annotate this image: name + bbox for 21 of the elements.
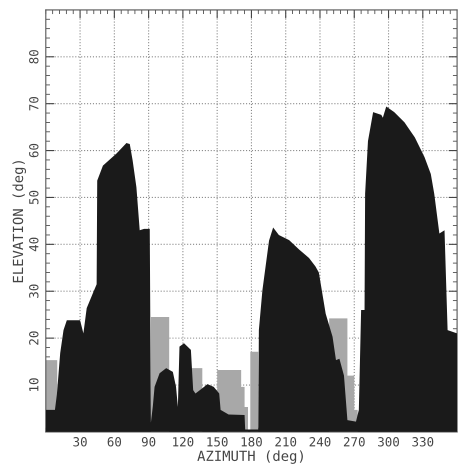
y-tick-label: 60 (29, 144, 39, 158)
x-tick-label: 210 (275, 437, 296, 447)
x-tick-label: 150 (207, 437, 228, 447)
x-axis-title: AZIMUTH (deg) (197, 450, 303, 464)
y-tick-label: 50 (29, 190, 39, 204)
x-tick-label: 120 (173, 437, 194, 447)
x-tick-label: 180 (242, 437, 262, 447)
y-tick-label: 70 (29, 96, 39, 110)
y-tick-label: 20 (29, 331, 39, 345)
x-tick-label: 30 (73, 437, 87, 447)
x-tick-label: 60 (108, 437, 122, 447)
y-tick-label: 10 (29, 378, 39, 392)
x-tick-label: 90 (142, 437, 156, 447)
x-tick-label: 240 (310, 437, 330, 447)
y-axis-title: ELEVATION (deg) (12, 161, 26, 282)
x-tick-label: 330 (412, 437, 434, 447)
y-tick-label: 80 (29, 50, 39, 64)
x-tick-label: 300 (378, 437, 400, 447)
y-tick-label: 40 (29, 238, 39, 252)
x-tick-label: 270 (344, 437, 365, 447)
y-tick-label: 30 (29, 284, 39, 298)
